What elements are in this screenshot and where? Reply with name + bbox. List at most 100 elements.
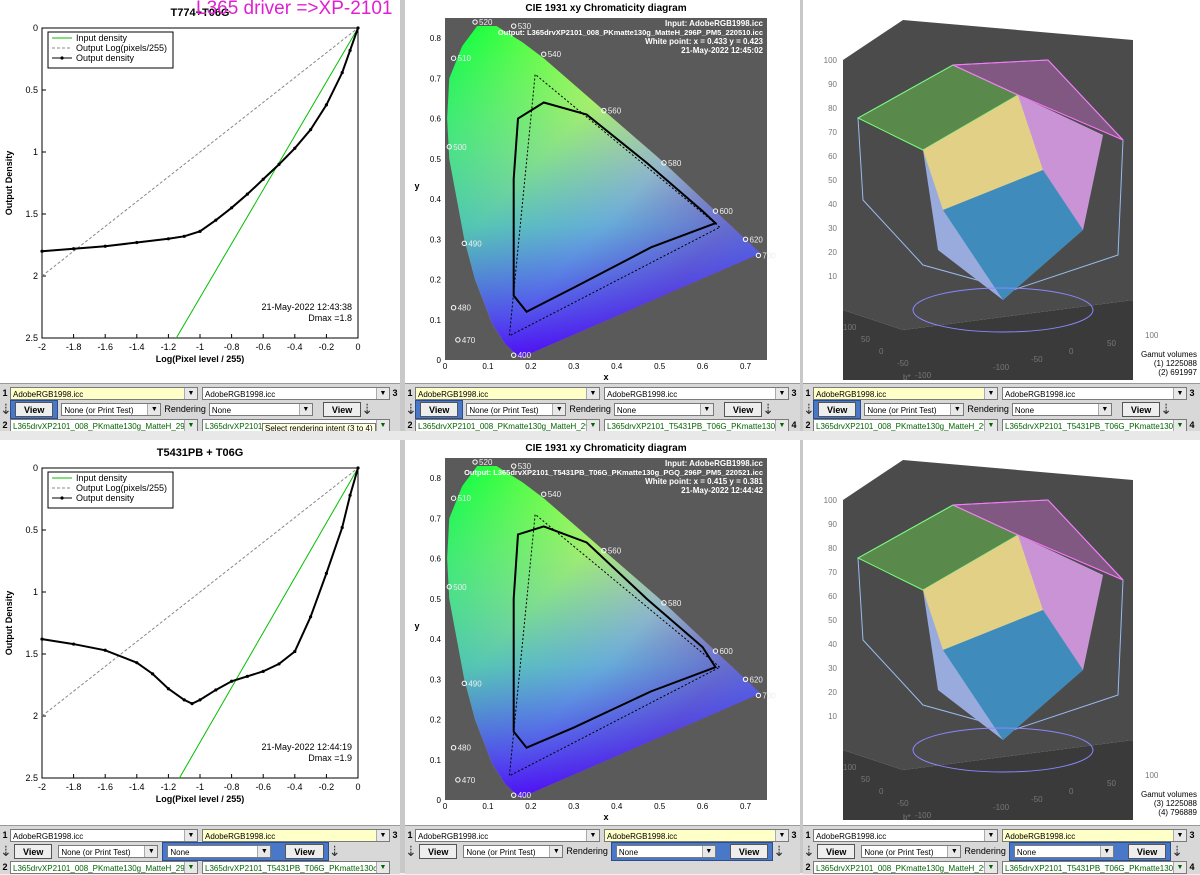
rendering-select[interactable]: None ▼ xyxy=(1011,402,1112,416)
data-point xyxy=(40,637,44,641)
profile-2-select[interactable]: L365drvXP2101_008_PKmatte130g_MatteH_29 ▼ xyxy=(415,418,600,432)
down-arrow-icon[interactable]: ⇣ xyxy=(0,843,12,859)
view-button-2[interactable]: View xyxy=(1121,401,1161,417)
profile-1-select[interactable]: AdobeRGB1998.icc ▼ xyxy=(415,828,600,842)
view-button-2[interactable]: View xyxy=(322,401,362,417)
chevron-down-icon: ▼ xyxy=(984,387,997,399)
down-arrow-icon[interactable]: ⇣ xyxy=(803,843,815,859)
white-point: White point: x = 0.433 y = 0.423 xyxy=(645,37,763,46)
view-button[interactable]: View xyxy=(15,401,54,417)
profile-2-select[interactable]: L365drvXP2101_008_PKmatte130g_MatteH_29 ▼ xyxy=(10,860,198,874)
down-arrow-icon[interactable]: ⇣ xyxy=(1160,401,1172,417)
rendering-select[interactable]: None ▼ xyxy=(208,402,313,416)
wavelength-marker xyxy=(510,352,517,358)
down-arrow-icon[interactable]: ⇣ xyxy=(328,843,341,859)
b-tick-label: 0 xyxy=(879,787,884,796)
profile-2-select[interactable]: L365drvXP2101_008_PKmatte130g_MatteH_29 ▼ xyxy=(813,860,998,874)
y-tick-label: 0 xyxy=(33,23,38,33)
profile-3-select[interactable]: AdobeRGB1998.icc ▼ xyxy=(202,386,390,400)
rendering-select[interactable]: None ▼ xyxy=(613,402,714,416)
down-arrow-icon[interactable]: ⇣ xyxy=(0,401,12,417)
profile-2-select[interactable]: L365drvXP2101_008_PKmatte130g_MatteH_29 ▼ xyxy=(813,418,998,432)
gamut-volume-1: (3) 1225088 xyxy=(1154,799,1198,808)
profile-1-number: 1 xyxy=(2,388,8,398)
solid-gamut-yellow xyxy=(923,535,1043,650)
view-button[interactable]: View xyxy=(818,401,857,417)
chevron-down-icon: ▼ xyxy=(984,419,997,431)
x-tick-label: 0.1 xyxy=(482,362,494,371)
wavelength-marker xyxy=(472,459,478,465)
profile-1-select[interactable]: AdobeRGB1998.icc ▼ xyxy=(10,386,198,400)
view-button-2[interactable]: View xyxy=(729,843,769,859)
profile-3-select[interactable]: AdobeRGB1998.icc ▼ xyxy=(202,828,390,842)
profile-4-select[interactable]: L365drvXP2101_T5431PB_T06G_PKmatte130g▼ xyxy=(604,418,789,432)
profile-1-select[interactable]: AdobeRGB1998.icc ▼ xyxy=(10,828,198,842)
down-arrow-icon[interactable]: ⇣ xyxy=(405,843,417,859)
y-tick-label: 0.8 xyxy=(430,474,442,483)
down-arrow-icon[interactable]: ⇣ xyxy=(1171,843,1183,859)
wavelength-label: 400 xyxy=(518,791,532,800)
data-point xyxy=(230,679,234,683)
profile-1-number: 1 xyxy=(805,830,811,840)
z-tick-label: 40 xyxy=(828,640,837,649)
view-button-2[interactable]: View xyxy=(723,401,763,417)
chevron-down-icon: ▼ xyxy=(984,829,997,841)
gamut-base-ring xyxy=(912,287,1094,333)
down-arrow-icon[interactable]: ⇣ xyxy=(773,843,785,859)
chevron-down-icon: ▼ xyxy=(1173,419,1186,431)
view-button[interactable]: View xyxy=(14,843,53,859)
wavelength-label: 600 xyxy=(719,647,733,656)
intent-select[interactable]: None (or Print Test) ▼ xyxy=(466,402,567,416)
view-button-2[interactable]: View xyxy=(1127,843,1167,859)
b-tick-label: 100 xyxy=(843,763,857,772)
data-point xyxy=(190,702,194,706)
y-tick-label: 1.5 xyxy=(25,209,38,219)
intent-select[interactable]: None (or Print Test) ▼ xyxy=(58,844,159,858)
chart-title: CIE 1931 xy Chromaticity diagram xyxy=(525,443,686,454)
wavelength-label: 490 xyxy=(468,239,482,248)
rendering-select[interactable]: None ▼ xyxy=(167,844,272,858)
rendering-select[interactable]: None ▼ xyxy=(615,844,716,858)
y-tick-label: 0 xyxy=(33,463,38,473)
data-point xyxy=(261,177,265,181)
down-arrow-icon[interactable]: ⇣ xyxy=(803,401,815,417)
profile-3-select[interactable]: AdobeRGB1998.icc ▼ xyxy=(1002,386,1187,400)
view-button[interactable]: View xyxy=(817,843,856,859)
legend-entry: Output Log(pixels/255) xyxy=(76,43,167,53)
chevron-down-icon: ▼ xyxy=(1173,829,1186,841)
wavelength-label: 580 xyxy=(668,599,682,608)
intent-select[interactable]: None (or Print Test) ▼ xyxy=(463,844,564,858)
profile-2-number: 2 xyxy=(2,862,8,872)
rendering-select[interactable]: None ▼ xyxy=(1013,844,1114,858)
profile-4-select[interactable]: L365drvXP2101_T5431PB_T06G_PKmatte130g▼ xyxy=(1002,418,1187,432)
b-tick-label: -50 xyxy=(897,799,909,808)
y-tick-label: 0.6 xyxy=(430,115,442,124)
b-tick-label: -100 xyxy=(915,811,932,820)
profile-4-select[interactable]: L365drvXP2101_T5431PB_T06G_PKmatte130c ▼ xyxy=(202,860,390,874)
intent-select[interactable]: None (or Print Test) ▼ xyxy=(864,402,965,416)
chevron-down-icon: ▼ xyxy=(1097,403,1111,415)
profile-2-select[interactable]: L365drvXP2101_008_PKmatte130g_MatteH_29 ▼ xyxy=(10,418,198,432)
profile-3-select[interactable]: AdobeRGB1998.icc ▼ xyxy=(1002,828,1187,842)
intent-select[interactable]: None (or Print Test) ▼ xyxy=(61,402,162,416)
view-button[interactable]: View xyxy=(419,843,458,859)
down-arrow-icon[interactable]: ⇣ xyxy=(405,401,417,417)
profile-1-select[interactable]: AdobeRGB1998.icc ▼ xyxy=(813,828,998,842)
data-point xyxy=(356,466,360,470)
view-button-2[interactable]: View xyxy=(285,843,324,859)
down-arrow-icon[interactable]: ⇣ xyxy=(361,401,373,417)
y-tick-label: 1 xyxy=(33,147,38,157)
profile-1-select[interactable]: AdobeRGB1998.icc ▼ xyxy=(415,386,600,400)
z-tick-label: 40 xyxy=(828,200,837,209)
view-button[interactable]: View xyxy=(420,401,459,417)
a-tick-label: -50 xyxy=(1031,355,1043,364)
profile-3-select[interactable]: AdobeRGB1998.icc ▼ xyxy=(604,386,789,400)
profile-3-select[interactable]: AdobeRGB1998.icc ▼ xyxy=(604,828,789,842)
profile-4-select[interactable]: L365drvXP2101_T5431PB_T06G_PKmatte130g▼ xyxy=(1002,860,1187,874)
dmax-label: Dmax =1.8 xyxy=(308,313,352,323)
x-tick-label: -0.2 xyxy=(319,342,335,352)
intent-select[interactable]: None (or Print Test) ▼ xyxy=(861,844,962,858)
down-arrow-icon[interactable]: ⇣ xyxy=(762,401,774,417)
wavelength-marker xyxy=(450,744,457,751)
profile-1-select[interactable]: AdobeRGB1998.icc ▼ xyxy=(813,386,998,400)
